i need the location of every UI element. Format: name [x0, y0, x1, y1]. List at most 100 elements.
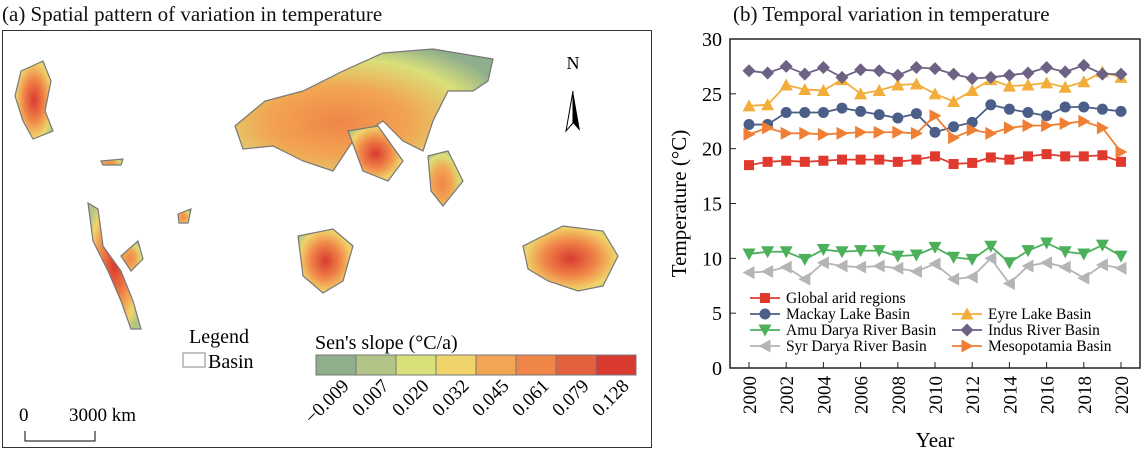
data-point	[1022, 106, 1034, 118]
legend-title: Legend	[189, 326, 249, 348]
data-point	[836, 102, 848, 114]
data-point	[909, 61, 923, 75]
data-point	[984, 251, 997, 265]
slope-swatch-0	[315, 354, 357, 376]
data-point	[762, 156, 773, 167]
data-point	[1002, 257, 1016, 270]
data-point	[874, 154, 885, 165]
data-point	[816, 256, 829, 270]
data-point	[891, 68, 905, 82]
data-point	[892, 125, 905, 139]
data-point	[1059, 101, 1071, 113]
data-point	[798, 253, 812, 266]
data-point	[1041, 119, 1054, 133]
legend-item: Syr Darya River Basin	[750, 338, 927, 355]
data-point	[1058, 65, 1072, 79]
data-point	[743, 127, 756, 141]
data-point	[1021, 245, 1035, 258]
data-point	[837, 154, 847, 165]
legend-item: Mackay Lake Basin	[750, 306, 910, 323]
data-point	[872, 64, 886, 78]
chart-title: (b) Temporal variation in temperature	[733, 2, 1050, 26]
data-point	[1040, 256, 1053, 270]
data-point	[798, 67, 812, 81]
slope-label-4: 0.045	[468, 376, 513, 421]
data-point	[948, 159, 959, 170]
line-chart: 0 5 10 15 20 25 30 2000 2002 2004 2006 2008 2010 2012…	[667, 29, 1141, 451]
data-point	[799, 156, 810, 167]
series-global-arid-regions	[744, 149, 1126, 171]
data-point	[1002, 79, 1016, 92]
x-tick-label: 2002	[777, 376, 798, 414]
y-tick-label: 15	[702, 194, 722, 216]
data-point	[1002, 277, 1015, 291]
data-point	[742, 64, 756, 78]
legend-marker	[759, 308, 771, 320]
basin-africa-asia	[234, 48, 494, 172]
data-point	[816, 244, 830, 257]
legend-item: Eyre Lake Basin	[952, 306, 1092, 323]
x-tick-label: 2018	[1075, 376, 1096, 414]
data-point	[892, 112, 904, 124]
data-point	[798, 272, 811, 286]
slope-swatch-7	[595, 354, 637, 376]
data-point	[780, 106, 792, 118]
slope-label-6: 0.079	[548, 376, 593, 421]
data-point	[816, 61, 830, 75]
data-point	[873, 109, 885, 121]
data-point	[930, 151, 940, 162]
slope-legend-title: Sen's slope (°C/a)	[315, 332, 458, 354]
slope-swatch-6	[555, 354, 597, 376]
legend-label: Global arid regions	[786, 290, 906, 307]
data-point	[1077, 75, 1091, 88]
data-point	[1114, 250, 1128, 263]
data-point	[1078, 101, 1090, 113]
legend-label: Syr Darya River Basin	[786, 338, 927, 355]
x-tick-label: 2014	[1000, 376, 1021, 415]
slope-swatch-1	[355, 354, 397, 376]
basin-arabia	[347, 125, 404, 182]
data-point	[798, 82, 812, 95]
data-point	[1114, 261, 1127, 275]
data-point	[1115, 105, 1127, 117]
data-point	[1095, 67, 1109, 81]
data-point	[910, 126, 923, 140]
y-axis-label: Temperature (°C)	[667, 130, 691, 277]
data-point	[909, 249, 923, 262]
data-point	[835, 246, 849, 259]
data-point	[928, 241, 942, 254]
legend-marker	[960, 307, 974, 320]
data-point	[779, 78, 793, 91]
scale-bar: 0 3000 km	[19, 405, 136, 442]
legend-item: Amu Darya River Basin	[750, 322, 936, 339]
data-point	[1097, 150, 1108, 161]
legend-marker	[758, 339, 771, 353]
series-syr-darya-river-basin	[742, 251, 1127, 291]
data-point	[742, 99, 756, 112]
x-tick-label: 2012	[963, 376, 984, 414]
data-point	[761, 246, 775, 259]
north-label: N	[567, 53, 580, 73]
data-point	[744, 160, 754, 171]
data-point	[1040, 76, 1054, 89]
data-point	[1078, 114, 1091, 128]
data-point	[835, 70, 849, 84]
data-point	[872, 245, 886, 258]
legend-basin-label: Basin	[208, 351, 254, 373]
data-point	[985, 152, 996, 163]
slope-swatch-3	[435, 354, 477, 376]
data-point	[817, 127, 830, 141]
x-axis-label: Year	[916, 428, 955, 451]
basin-legend-swatch	[182, 352, 206, 368]
basin-mexico	[100, 158, 124, 166]
slope-swatch-5	[515, 354, 557, 376]
y-tick-label: 25	[702, 84, 722, 106]
series-indus-river-basin	[742, 58, 1128, 85]
y-tick-label: 30	[702, 29, 722, 51]
data-point	[743, 119, 755, 131]
data-point	[854, 63, 868, 77]
data-point	[984, 240, 998, 253]
data-point	[1004, 154, 1015, 165]
north-arrow: N	[565, 53, 580, 133]
